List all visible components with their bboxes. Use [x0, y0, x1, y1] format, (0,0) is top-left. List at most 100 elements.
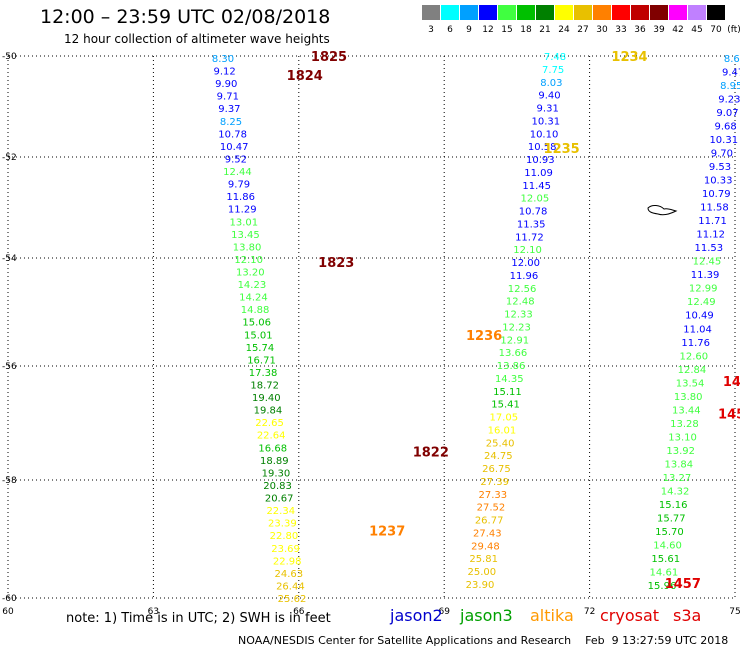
wave-height-label: 8.25	[220, 117, 242, 128]
wave-height-label: 9.52	[225, 154, 247, 165]
scale-swatch	[555, 5, 573, 20]
lon-tick-label: 60	[2, 607, 14, 617]
wave-height-label: 13.45	[231, 230, 260, 241]
map-grid	[7, 55, 736, 599]
wave-height-label: 15.61	[651, 554, 680, 565]
pass-time-label: 1235	[544, 142, 580, 157]
pass-time-label: 14	[723, 375, 740, 390]
wave-height-label: 14.24	[239, 293, 268, 304]
pass-time-label: 1824	[287, 69, 323, 84]
wave-height-label: 12.44	[223, 167, 252, 178]
map-axes: 60 63 66 69 72 75 -50 -52 -54 -56 -58 -60	[2, 52, 740, 617]
page-title: 12:00 – 23:59 UTC 02/08/2018	[40, 6, 331, 28]
wave-height-label: 9.71	[217, 92, 239, 103]
scale-swatch	[441, 5, 459, 20]
scale-label: 9	[466, 25, 472, 35]
wave-height-label: 11.86	[226, 192, 255, 203]
wave-height-label: 20.83	[263, 481, 292, 492]
wave-height-label: 12.49	[687, 297, 716, 308]
wave-height-label: 11.39	[691, 270, 720, 281]
lat-tick-label: -58	[2, 476, 17, 486]
wave-height-label: 22.65	[255, 418, 284, 429]
wave-height-label: 19.40	[252, 393, 281, 404]
scale-label: 39	[653, 25, 665, 35]
wave-height-label: 9.23	[718, 95, 740, 106]
wave-height-label: 11.71	[698, 216, 727, 227]
wave-height-label: 17.05	[489, 413, 518, 424]
wave-height-label: 15.77	[657, 513, 686, 524]
lat-tick-label: -52	[2, 153, 17, 163]
wave-height-label: 12.05	[521, 194, 550, 205]
wave-height-label: 13.66	[499, 348, 528, 359]
wave-height-label: 8.95	[720, 81, 740, 92]
wave-height-label: 15.74	[246, 343, 275, 354]
pass-time-label: 1234	[611, 50, 647, 65]
pass-time-label: 1822	[413, 446, 449, 461]
wave-height-label: 12.33	[504, 310, 533, 321]
scale-label: 42	[672, 25, 684, 35]
footer-credit: NOAA/NESDIS Center for Satellite Applica…	[238, 634, 729, 647]
lat-tick-label: -60	[2, 594, 17, 604]
lat-tick-label: -56	[2, 362, 17, 372]
wave-height-label: 9.68	[715, 122, 737, 133]
wave-height-label: 9.31	[537, 104, 559, 115]
wave-height-label: 9.79	[228, 180, 250, 191]
wave-height-label: 12.48	[506, 297, 535, 308]
wave-height-label: 8.03	[540, 78, 562, 89]
wave-height-label: 14.61	[650, 567, 679, 578]
wave-height-label: 11.29	[228, 205, 257, 216]
wave-height-label: 15.01	[244, 330, 273, 341]
wave-height-label: 16.71	[247, 355, 276, 366]
wave-height-label: 12.56	[508, 284, 537, 295]
pass-time-label: 145	[718, 408, 740, 423]
scale-swatch	[536, 5, 554, 20]
wave-height-label: 12.00	[511, 258, 540, 269]
scale-label: 30	[596, 25, 608, 35]
scale-unit: (ft)	[727, 25, 740, 35]
wave-height-label: 9.12	[213, 67, 235, 78]
pass-time-label: 1823	[318, 256, 354, 271]
wave-height-label: 10.33	[704, 176, 733, 187]
wave-height-label: 23.69	[271, 544, 300, 555]
wave-height-label: 12.84	[678, 365, 707, 376]
wave-height-label: 13.92	[666, 446, 695, 457]
scale-swatch	[612, 5, 630, 20]
wave-height-label: 10.78	[519, 207, 548, 218]
wave-height-label: 22.80	[270, 531, 299, 542]
legend-jason3: jason3	[460, 606, 513, 625]
wave-height-label: 14.88	[241, 305, 270, 316]
wave-height-label: 14.60	[653, 540, 682, 551]
wave-height-label: 11.04	[683, 324, 712, 335]
wave-height-label: 11.76	[681, 338, 710, 349]
wave-height-label: 14.32	[661, 486, 690, 497]
scale-swatch	[593, 5, 611, 20]
wave-height-label: 19.84	[254, 406, 283, 417]
wave-height-label: 17.38	[249, 368, 278, 379]
wave-height-label: 27.43	[473, 528, 502, 539]
wave-height-label: 12.60	[680, 351, 709, 362]
wave-height-label: 15.16	[659, 500, 688, 511]
wave-height-label: 22.34	[266, 506, 295, 517]
scale-label: 6	[447, 25, 453, 35]
legend-jason2: jason2	[390, 606, 443, 625]
wave-height-label: 10.78	[218, 129, 247, 140]
wave-height-label: 13.44	[672, 405, 701, 416]
wave-height-label: 24.63	[274, 569, 303, 580]
wave-height-label: 25.00	[468, 567, 497, 578]
wave-height-label: 10.58	[528, 142, 557, 153]
wave-height-label: 15.96	[648, 581, 677, 592]
wave-height-label: 20.67	[265, 494, 294, 505]
note-text: note: 1) Time is in UTC; 2) SWH is in fe…	[66, 611, 331, 626]
scale-swatch	[707, 5, 725, 20]
time-labels: 1825 1824 1823 1822 1234 1235 1236 1237 1457 145 1…	[287, 50, 740, 592]
wave-height-label: 11.96	[510, 271, 539, 282]
wave-height-label: 27.39	[480, 477, 509, 488]
wave-height-label: 22.98	[273, 556, 302, 567]
scale-swatch	[631, 5, 649, 20]
pass-time-label: 1825	[311, 50, 347, 65]
wave-height-label: 13.80	[674, 392, 703, 403]
wave-height-label: 10.31	[709, 135, 738, 146]
wave-height-label: 11.45	[522, 181, 551, 192]
wave-height-label: 12.10	[234, 255, 263, 266]
